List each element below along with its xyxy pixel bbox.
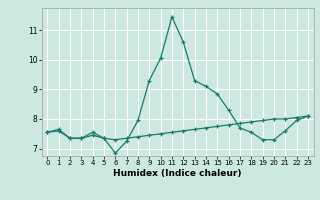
X-axis label: Humidex (Indice chaleur): Humidex (Indice chaleur) <box>113 169 242 178</box>
